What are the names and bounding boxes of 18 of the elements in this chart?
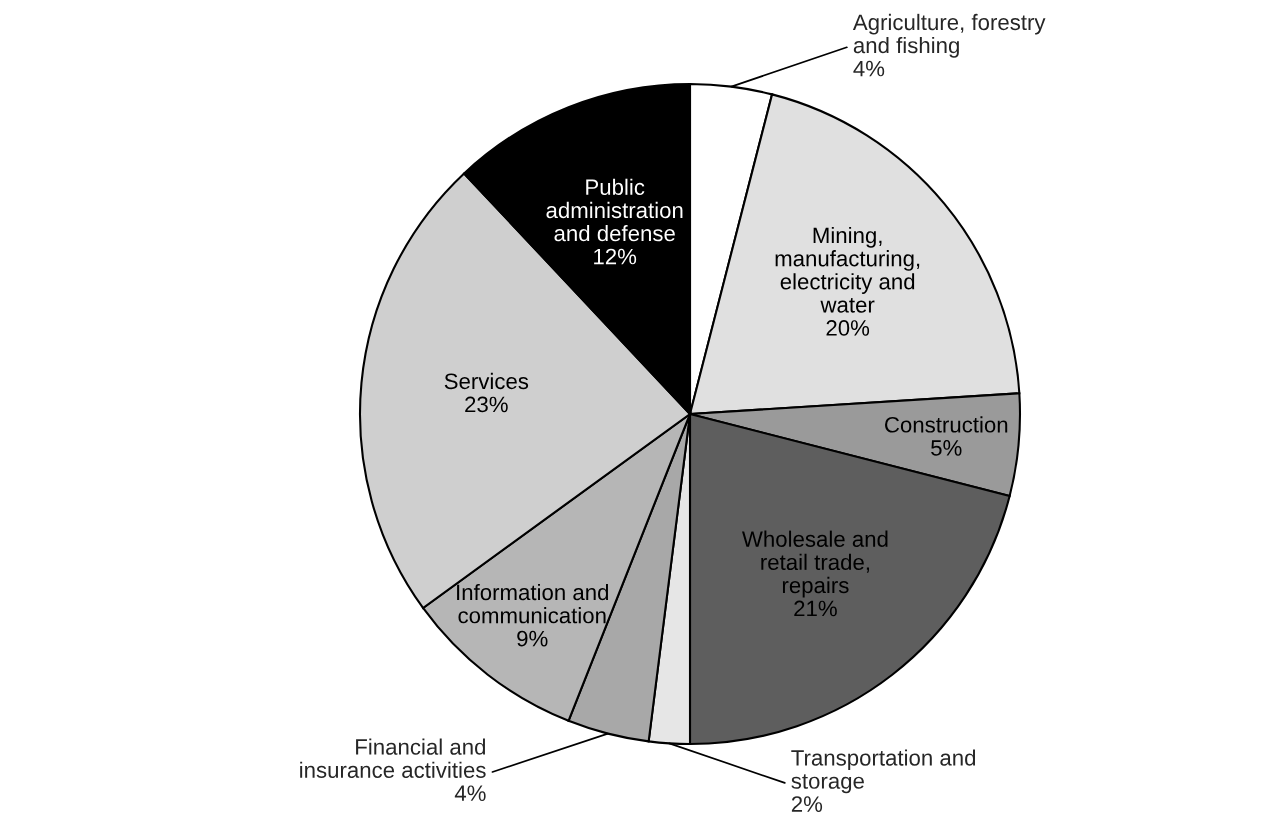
slice-label: Mining, manufacturing, electricity and water <box>775 226 920 313</box>
data-label: 20% <box>826 320 870 336</box>
data-label: 12% <box>594 248 637 265</box>
slice-label: Financial and insurance activities <box>300 738 486 778</box>
slice-label: Transportation and storage <box>791 749 976 794</box>
data-label: 21% <box>794 600 837 617</box>
data-label: 23% <box>465 396 508 413</box>
data-label: 9% <box>517 630 548 647</box>
slice-label: Public administration and defense <box>546 178 683 242</box>
slice-label: Information and communication <box>457 583 609 624</box>
slice-label: Agriculture, forestry and fishing <box>852 13 1046 58</box>
slice-label: Services <box>444 372 529 390</box>
slice-label: Construction <box>885 416 1008 433</box>
data-label: 4% <box>853 60 885 77</box>
data-label: 2% <box>791 796 823 812</box>
data-label: 4% <box>454 785 486 801</box>
slice-label: Wholesale and retail trade, repairs <box>742 530 888 598</box>
data-label: 5% <box>931 440 962 456</box>
